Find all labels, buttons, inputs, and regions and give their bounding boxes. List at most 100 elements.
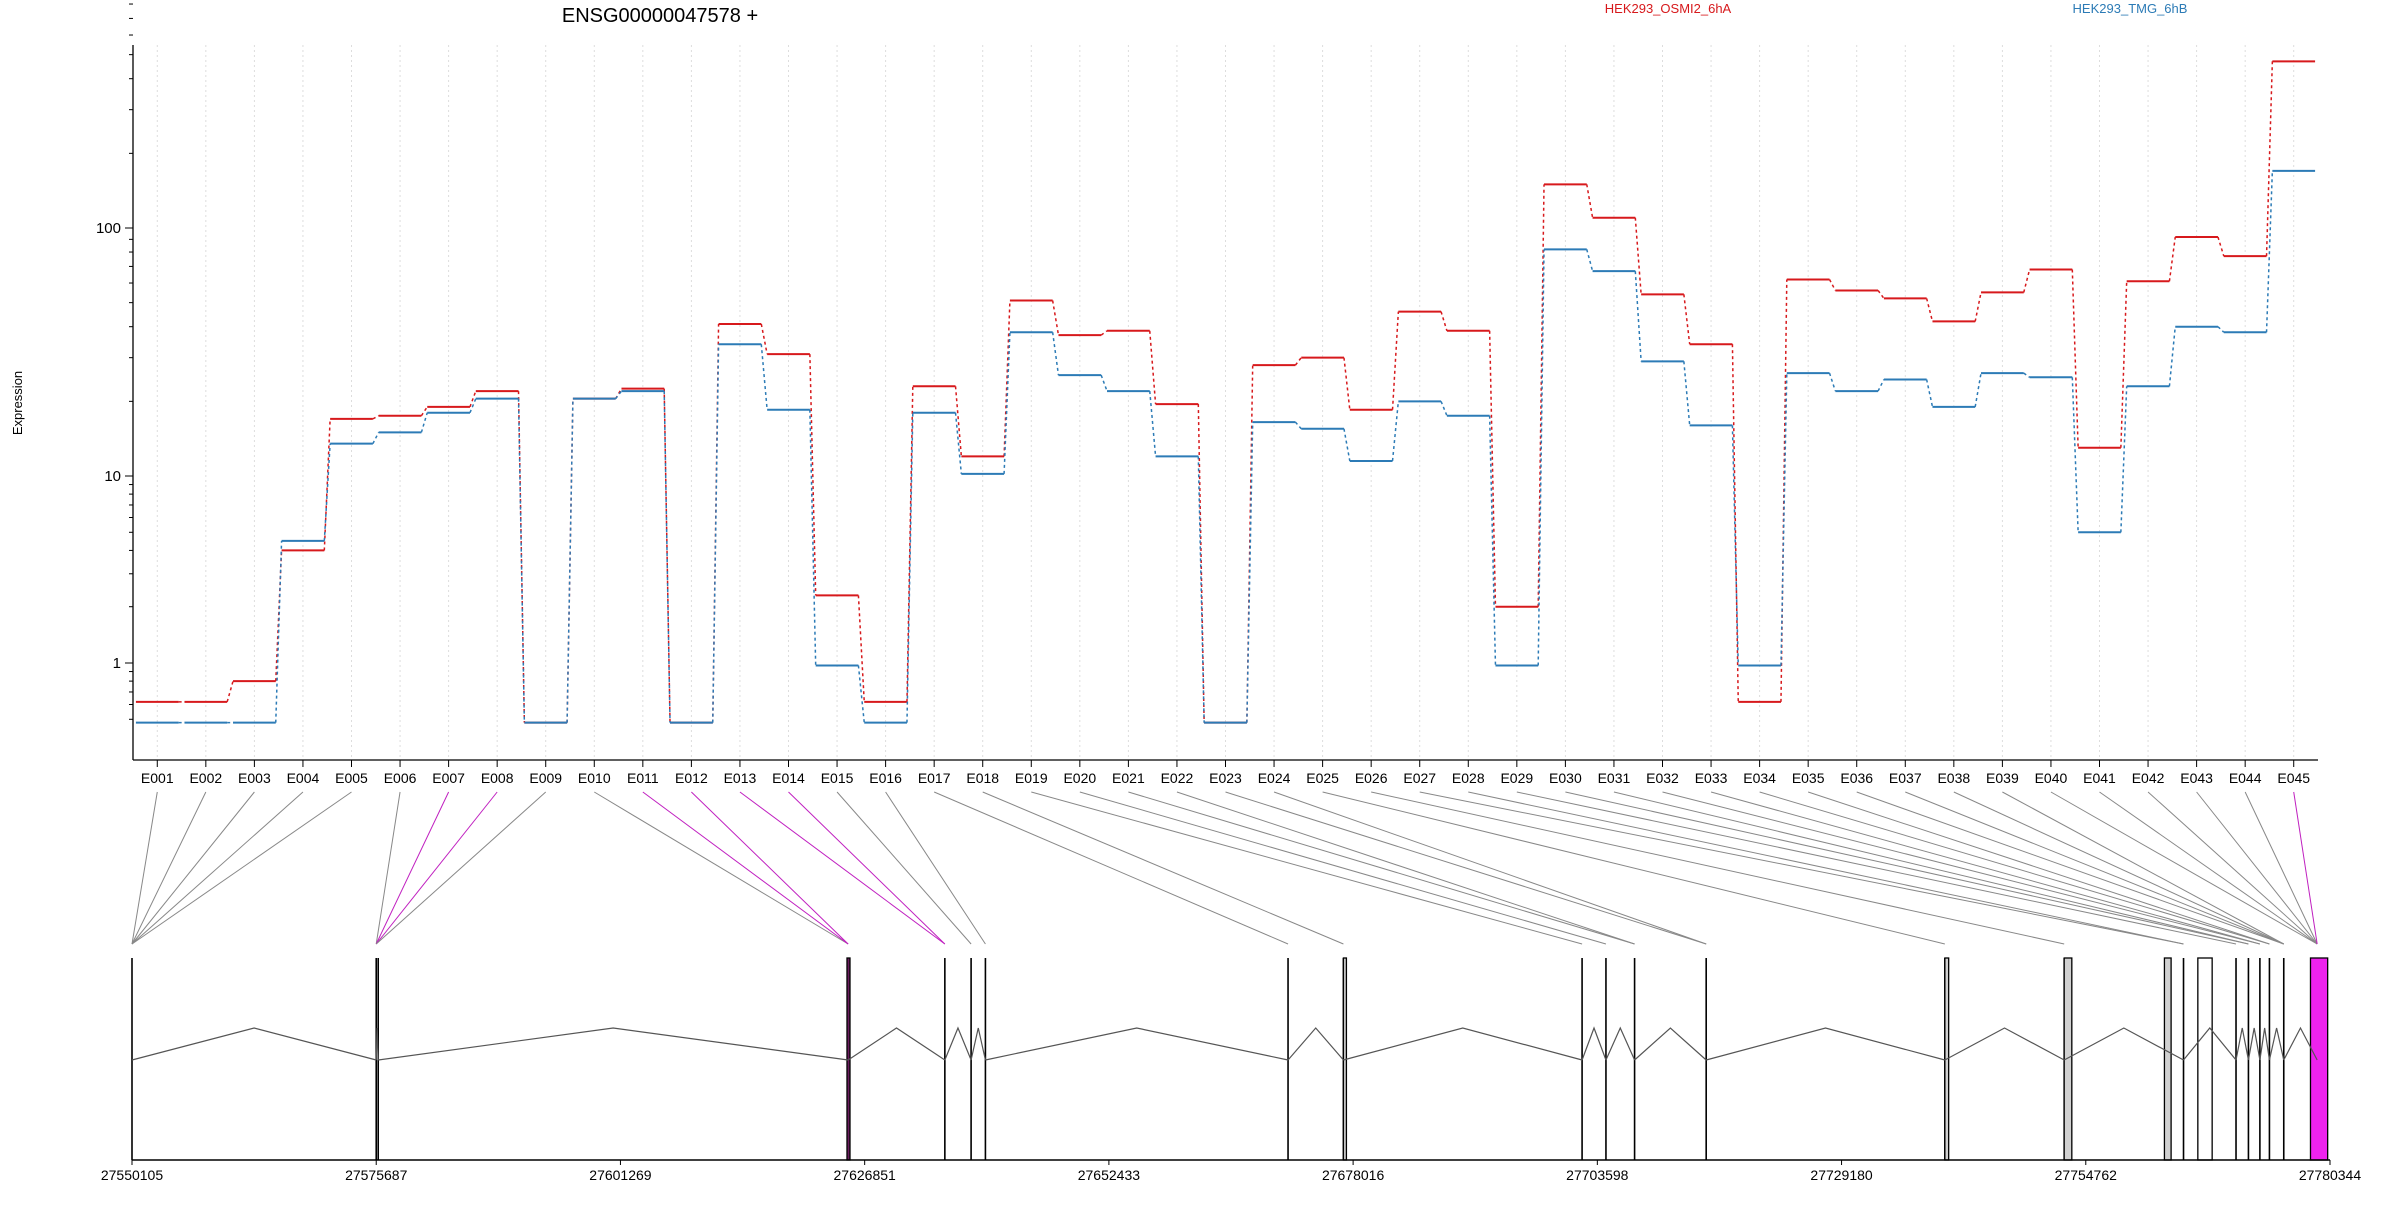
- exon-connector: [2245, 792, 2317, 944]
- intron-chevron: [848, 1028, 945, 1060]
- intron-chevron: [945, 1028, 971, 1060]
- intron-chevron: [985, 1028, 1288, 1060]
- intron-chevron: [1706, 1028, 1945, 1060]
- x-tick-label: E029: [1500, 770, 1533, 786]
- x-tick-label: E001: [141, 770, 174, 786]
- x-tick-label: E024: [1258, 770, 1291, 786]
- exon-connector: [1128, 792, 1634, 944]
- intron-chevron: [378, 1028, 848, 1060]
- legend-series-1: HEK293_OSMI2_6hA: [1605, 1, 1732, 16]
- exon-feature: [2310, 958, 2327, 1160]
- x-tick-label: E026: [1355, 770, 1388, 786]
- exon-connector: [1954, 792, 2284, 944]
- x-tick-label: E043: [2180, 770, 2213, 786]
- exon-connector: [1760, 792, 2270, 944]
- x-tick-label: E017: [918, 770, 951, 786]
- genomic-tick-label: 27729180: [1810, 1167, 1873, 1183]
- x-tick-label: E004: [287, 770, 320, 786]
- genomic-tick-label: 27754762: [2055, 1167, 2118, 1183]
- exon-connector: [983, 792, 1344, 944]
- x-tick-label: E027: [1403, 770, 1436, 786]
- exon-connector: [2197, 792, 2318, 944]
- genomic-axis: 27550105 27575687 27601269 27626851 27652433…: [101, 1160, 2362, 1183]
- exon-connector: [1177, 792, 1635, 944]
- x-tick-label: E033: [1695, 770, 1728, 786]
- exon-connector: [376, 792, 448, 944]
- x-tick-label: E039: [1986, 770, 2019, 786]
- genomic-tick-label: 27626851: [834, 1167, 897, 1183]
- y-axis-label: Expression: [10, 371, 25, 435]
- x-tick-label: E025: [1306, 770, 1339, 786]
- exon-connector: [2148, 792, 2317, 944]
- exon-connector: [1080, 792, 1606, 944]
- intron-chevron: [1343, 1028, 1582, 1060]
- genomic-tick-label: 27652433: [1078, 1167, 1141, 1183]
- gene-model: [132, 958, 2328, 1160]
- intron-chevron: [2248, 1028, 2259, 1060]
- x-tick-label: E030: [1549, 770, 1582, 786]
- exon-connector: [789, 792, 945, 944]
- legend-series-2: HEK293_TMG_6hB: [2073, 1, 2188, 16]
- x-tick-label: E042: [2132, 770, 2165, 786]
- genomic-tick-label: 27780344: [2299, 1167, 2362, 1183]
- x-tick-label: E037: [1889, 770, 1922, 786]
- exon-connector: [132, 792, 352, 944]
- exon-connector: [2100, 792, 2318, 944]
- x-tick-label: E032: [1646, 770, 1679, 786]
- exon-connector: [132, 792, 254, 944]
- x-tick-label: E045: [2277, 770, 2310, 786]
- intron-chevron: [1606, 1028, 1635, 1060]
- intron-chevron: [376, 1028, 378, 1060]
- x-tick-label: E044: [2229, 770, 2262, 786]
- exon-connector: [376, 792, 400, 944]
- x-tick-label: E011: [627, 770, 659, 786]
- exon-connectors: [132, 792, 2317, 944]
- intron-chevron: [1582, 1028, 1606, 1060]
- chart-title: ENSG00000047578 +: [562, 5, 758, 27]
- intron-chevron: [2236, 1028, 2248, 1060]
- exon-connector: [1031, 792, 1582, 944]
- exon-connector: [594, 792, 848, 944]
- genomic-tick-label: 27601269: [589, 1167, 652, 1183]
- x-tick-label: E031: [1598, 770, 1631, 786]
- intron-chevron: [971, 1028, 985, 1060]
- exon-connector: [2294, 792, 2317, 944]
- exon-connector: [740, 792, 945, 944]
- intron-chevron: [1288, 1028, 1343, 1060]
- x-tick-label: E008: [481, 770, 514, 786]
- x-tick-label: E041: [2083, 770, 2116, 786]
- vertical-gridlines: [157, 45, 2293, 760]
- intron-chevron: [1945, 1028, 2064, 1060]
- x-tick-label: E005: [335, 770, 368, 786]
- exon-connector: [132, 792, 157, 944]
- exon-connector: [2002, 792, 2283, 944]
- x-tick-label: E009: [529, 770, 562, 786]
- x-tick-label: E019: [1015, 770, 1048, 786]
- x-tick-label: E006: [384, 770, 417, 786]
- exon-connector: [643, 792, 848, 944]
- intron-chevron: [2260, 1028, 2270, 1060]
- exon-connector: [376, 792, 546, 944]
- x-tick-label: E016: [869, 770, 902, 786]
- x-tick-label: E012: [675, 770, 708, 786]
- intron-chevron: [1635, 1028, 1707, 1060]
- x-tick-label: E007: [432, 770, 465, 786]
- exon-connector: [132, 792, 206, 944]
- x-tick-label: E015: [821, 770, 854, 786]
- x-tick-label: E036: [1840, 770, 1873, 786]
- exon-connector: [1614, 792, 2248, 944]
- x-tick-label: E010: [578, 770, 611, 786]
- x-tick-label: E038: [1937, 770, 1970, 786]
- intron-chevron: [132, 1028, 376, 1060]
- x-tick-label: E003: [238, 770, 271, 786]
- x-tick-label: E018: [966, 770, 999, 786]
- x-tick-label: E023: [1209, 770, 1242, 786]
- genomic-tick-label: 27550105: [101, 1167, 164, 1183]
- genomic-tick-label: 27575687: [345, 1167, 408, 1183]
- genomic-tick-label: 27678016: [1322, 1167, 1385, 1183]
- exon-connector: [934, 792, 1288, 944]
